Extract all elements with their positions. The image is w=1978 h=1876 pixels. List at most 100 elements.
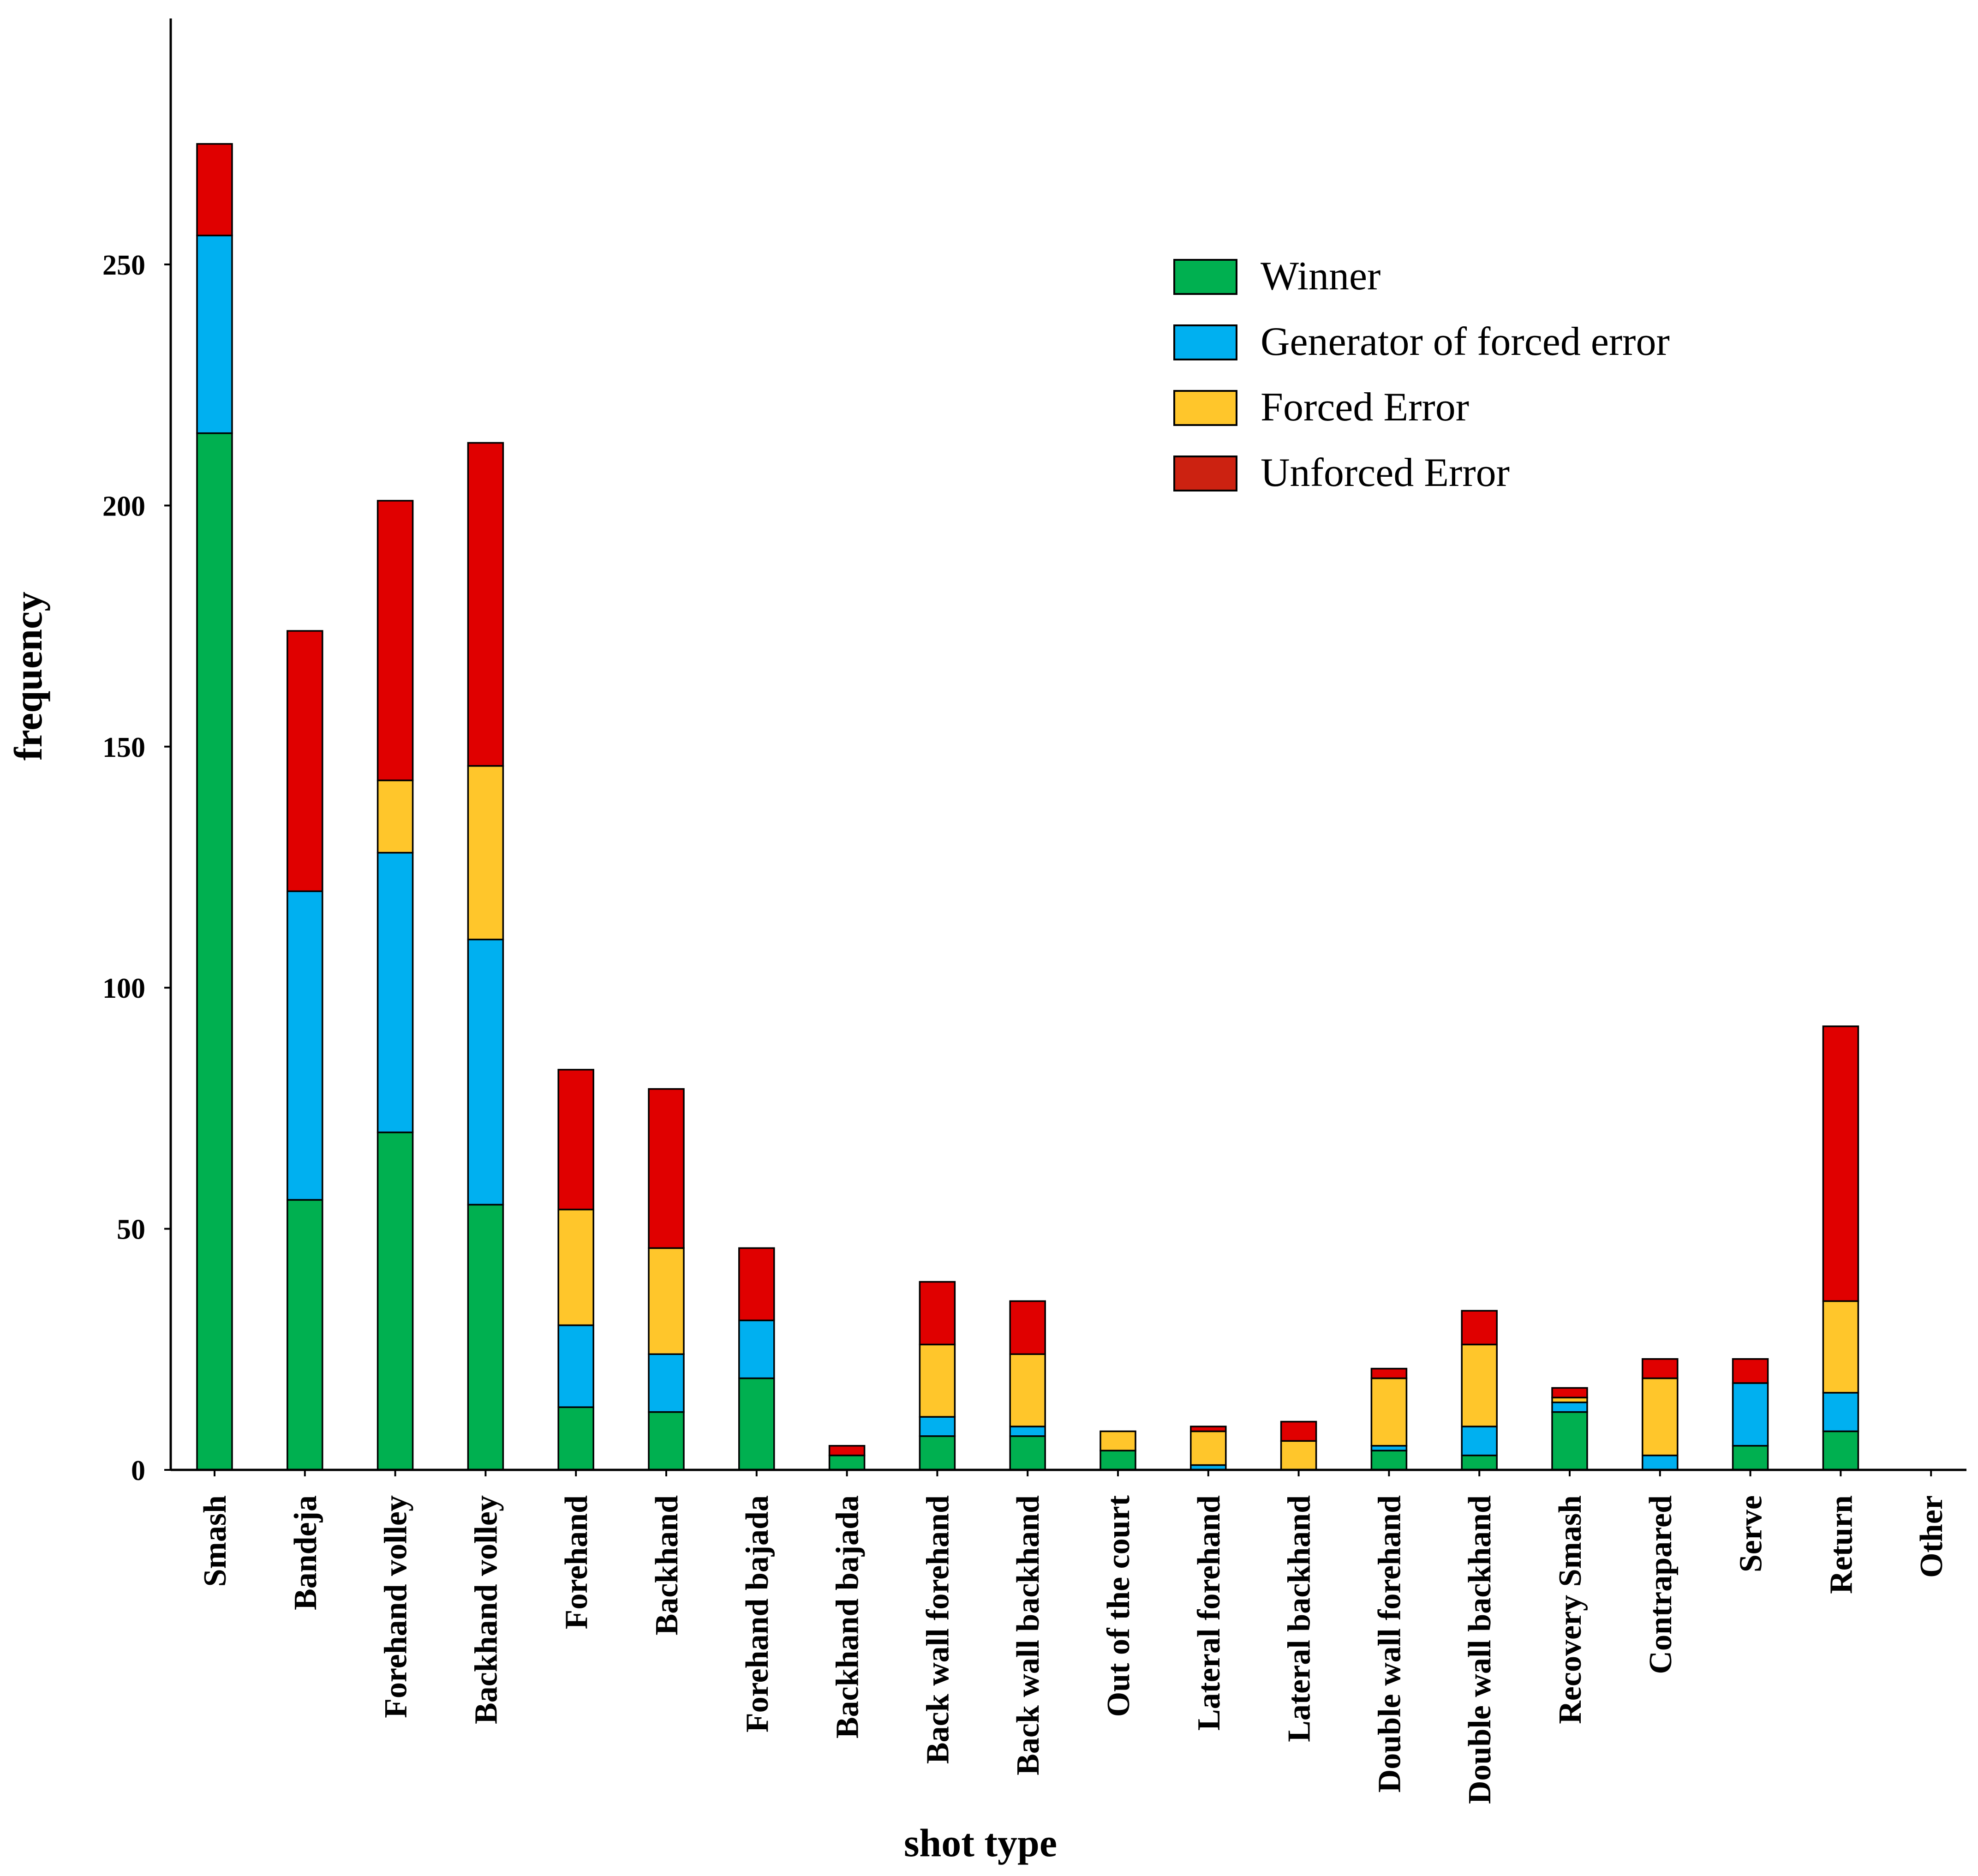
x-tick-label: Recovery Smash <box>1553 1495 1588 1724</box>
bar-forehand-volley-generator-of-forced-error <box>376 851 414 1133</box>
bar-backhand-unforced-error <box>648 1088 685 1249</box>
bar-back-wall-backhand-generator-of-forced-error <box>1009 1426 1046 1437</box>
bar-lateral-backhand-forced-error <box>1280 1440 1317 1471</box>
bar-smash-unforced-error <box>196 143 233 237</box>
y-tick-label: 150 <box>102 732 145 763</box>
bar-return-winner <box>1822 1430 1859 1471</box>
bar-serve-winner <box>1732 1445 1769 1471</box>
bar-back-wall-backhand-unforced-error <box>1009 1300 1046 1355</box>
x-tick-label: Contrapared <box>1643 1495 1679 1674</box>
bar-backhand-bajada-winner <box>828 1454 866 1471</box>
bar-forehand-bajada-generator-of-forced-error <box>738 1319 775 1379</box>
bar-double-wall-forehand-forced-error <box>1370 1377 1408 1447</box>
bar-out-of-the-court-winner <box>1100 1450 1136 1471</box>
x-tick-label: Double wall forehand <box>1372 1495 1407 1792</box>
legend-label-generator-of-forced-error: Generator of forced error <box>1261 319 1670 364</box>
legend-swatch-unforced-error <box>1173 456 1237 491</box>
x-tick-label: Backhand <box>649 1495 685 1636</box>
bar-backhand-bajada-unforced-error <box>828 1445 866 1456</box>
y-axis: 0 50 100 150 200 250 <box>102 18 172 1486</box>
x-tick-label: Smash <box>197 1495 233 1587</box>
x-tick-label: Forehand volley <box>378 1495 414 1718</box>
legend-label-unforced-error: Unforced Error <box>1261 450 1510 495</box>
x-tick-label: Backhand volley <box>468 1495 504 1724</box>
bar-double-wall-backhand-winner <box>1461 1454 1498 1471</box>
bar-contrapared-unforced-error <box>1642 1358 1679 1379</box>
x-tick-label: Lateral backhand <box>1282 1495 1317 1742</box>
y-tick-label: 250 <box>102 250 145 281</box>
bar-bandeja-unforced-error <box>287 630 323 892</box>
bar-serve-generator-of-forced-error <box>1732 1382 1769 1447</box>
bar-double-wall-backhand-generator-of-forced-error <box>1461 1426 1498 1456</box>
legend: Winner Generator of forced error Forced Er… <box>1173 254 1670 495</box>
bar-backhand-forced-error <box>648 1247 685 1355</box>
legend-label-forced-error: Forced Error <box>1261 385 1469 430</box>
y-axis-title: frequency <box>6 592 50 761</box>
bar-back-wall-backhand-winner <box>1009 1435 1046 1471</box>
bar-forehand-bajada-winner <box>738 1377 775 1471</box>
bar-double-wall-forehand-unforced-error <box>1370 1367 1408 1379</box>
legend-swatch-winner <box>1173 259 1237 295</box>
bar-back-wall-forehand-winner <box>919 1435 956 1471</box>
bars-layer <box>196 143 1859 1471</box>
bar-return-forced-error <box>1822 1300 1859 1394</box>
bar-return-generator-of-forced-error <box>1822 1392 1859 1432</box>
bar-contrapared-generator-of-forced-error <box>1642 1454 1679 1471</box>
bar-bandeja-winner <box>287 1199 323 1471</box>
y-tick-label: 50 <box>117 1214 145 1246</box>
bar-forehand-forced-error <box>557 1209 594 1326</box>
x-tick-label: Lateral forehand <box>1191 1495 1227 1731</box>
bar-smash-winner <box>196 432 233 1471</box>
x-axis: Smash Bandeja Forehand volley Backhand voll… <box>171 1468 1966 1804</box>
bar-back-wall-forehand-generator-of-forced-error <box>919 1416 956 1437</box>
bar-return-unforced-error <box>1822 1025 1859 1302</box>
x-tick-label: Return <box>1823 1495 1859 1594</box>
bar-recovery-smash-unforced-error <box>1551 1387 1588 1399</box>
bar-back-wall-backhand-forced-error <box>1009 1353 1046 1427</box>
bar-double-wall-forehand-winner <box>1370 1450 1408 1471</box>
x-tick-label: Other <box>1914 1495 1949 1578</box>
bar-bandeja-generator-of-forced-error <box>287 890 323 1201</box>
bar-backhand-volley-forced-error <box>467 765 504 941</box>
legend-swatch-generator-of-forced-error <box>1173 324 1237 360</box>
bar-serve-unforced-error <box>1732 1358 1769 1384</box>
x-tick-label: Back wall backhand <box>1010 1495 1046 1775</box>
bar-lateral-forehand-unforced-error <box>1190 1426 1227 1432</box>
legend-label-winner: Winner <box>1261 254 1380 299</box>
bar-forehand-bajada-unforced-error <box>738 1247 775 1321</box>
y-tick-label: 0 <box>131 1455 145 1486</box>
bar-recovery-smash-winner <box>1551 1411 1588 1471</box>
y-tick-label: 200 <box>102 491 145 522</box>
bar-forehand-generator-of-forced-error <box>557 1324 594 1408</box>
x-tick-label: Back wall forehand <box>920 1495 956 1764</box>
bar-backhand-winner <box>648 1411 685 1471</box>
bar-smash-generator-of-forced-error <box>196 234 233 434</box>
bar-forehand-volley-forced-error <box>376 779 414 854</box>
x-tick-label: Double wall backhand <box>1462 1495 1498 1804</box>
bar-double-wall-backhand-forced-error <box>1461 1343 1498 1427</box>
x-tick-label: Bandeja <box>288 1495 323 1610</box>
x-tick-label: Forehand bajada <box>740 1495 775 1732</box>
bar-forehand-winner <box>557 1406 594 1471</box>
y-tick-label: 100 <box>102 973 145 1004</box>
bar-backhand-volley-generator-of-forced-error <box>467 938 504 1206</box>
bar-lateral-backhand-unforced-error <box>1280 1420 1317 1442</box>
x-tick-label: Backhand bajada <box>830 1495 866 1738</box>
bar-recovery-smash-generator-of-forced-error <box>1551 1401 1588 1413</box>
bar-double-wall-backhand-unforced-error <box>1461 1310 1498 1346</box>
bar-out-of-the-court-forced-error <box>1100 1430 1136 1451</box>
bar-back-wall-forehand-forced-error <box>919 1343 956 1418</box>
bar-backhand-generator-of-forced-error <box>648 1353 685 1413</box>
bar-forehand-volley-winner <box>376 1131 414 1471</box>
legend-swatch-forced-error <box>1173 390 1237 426</box>
bar-backhand-volley-winner <box>467 1204 504 1471</box>
x-tick-label: Out of the court <box>1101 1495 1136 1717</box>
bar-backhand-volley-unforced-error <box>467 442 504 767</box>
bar-lateral-forehand-forced-error <box>1190 1430 1227 1466</box>
bar-forehand-unforced-error <box>557 1069 594 1211</box>
bar-back-wall-forehand-unforced-error <box>919 1281 956 1346</box>
bar-contrapared-forced-error <box>1642 1377 1679 1456</box>
x-tick-label: Serve <box>1733 1495 1769 1572</box>
x-axis-title: shot type <box>904 1821 1057 1865</box>
x-tick-label: Forehand <box>559 1495 594 1629</box>
